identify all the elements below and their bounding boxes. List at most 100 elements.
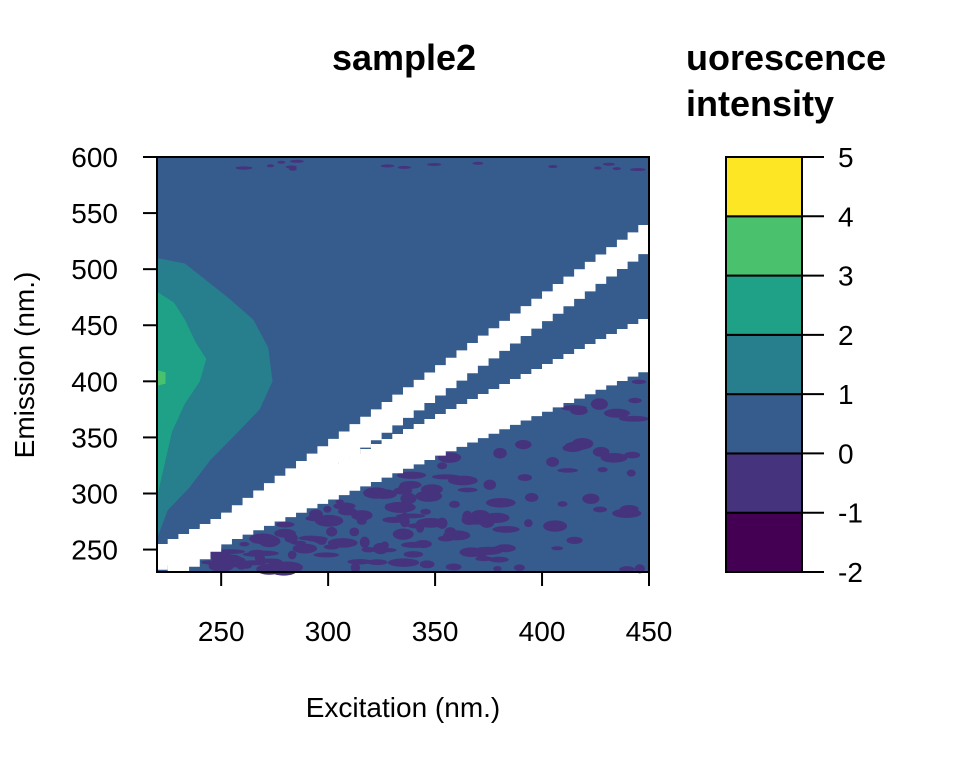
- contour-region-3-to-4: [157, 370, 166, 386]
- low-intensity-patch: [472, 161, 484, 165]
- y-tick-label: 350: [71, 422, 118, 453]
- low-intensity-patch: [335, 499, 344, 504]
- colorbar-tick-label: 0: [838, 438, 854, 469]
- x-tick-label: 450: [626, 616, 673, 647]
- low-intensity-patch: [564, 441, 589, 451]
- low-intensity-patch: [292, 543, 318, 554]
- low-intensity-patch: [420, 508, 431, 515]
- low-intensity-patch: [349, 527, 360, 537]
- low-intensity-patch: [445, 563, 462, 571]
- colorbar-swatch: [725, 215, 803, 277]
- low-intensity-patch: [624, 451, 641, 459]
- low-intensity-patch: [359, 536, 370, 548]
- scatter-bands: [157, 224, 649, 572]
- low-intensity-patch: [400, 512, 409, 523]
- x-tick-label: 350: [412, 616, 459, 647]
- colorbar-swatch: [725, 511, 803, 574]
- colorbar-tick-label: 3: [838, 261, 854, 292]
- low-intensity-patch: [612, 167, 621, 171]
- low-intensity-patch: [395, 513, 426, 519]
- low-intensity-patch: [492, 526, 520, 533]
- colorbar-swatch: [725, 333, 803, 396]
- low-intensity-patch: [420, 484, 443, 495]
- low-intensity-patch: [387, 558, 420, 567]
- colorbar-swatch: [725, 274, 803, 336]
- colorbar: uorescence intensity 5 4 3 2 1 0 -1 -2: [686, 37, 886, 588]
- low-intensity-patch: [600, 452, 628, 463]
- low-intensity-patch: [582, 493, 600, 504]
- low-intensity-patch: [396, 471, 427, 479]
- low-intensity-patch: [513, 564, 525, 571]
- colorbar-swatch: [725, 452, 803, 514]
- colorbar-tick-label: 2: [838, 320, 854, 351]
- low-intensity-patch: [442, 530, 471, 541]
- low-intensity-patch: [398, 484, 418, 490]
- low-intensity-patch: [314, 514, 344, 527]
- low-intensity-patch: [631, 379, 647, 385]
- y-tick-label: 400: [71, 366, 118, 397]
- low-intensity-patch: [603, 408, 630, 418]
- low-intensity-patch: [474, 516, 503, 521]
- x-tick-label: 400: [519, 616, 566, 647]
- y-tick-label: 250: [71, 535, 118, 566]
- low-intensity-patch: [385, 502, 412, 508]
- x-axis: 250 300 350 400 450: [198, 571, 673, 647]
- low-intensity-patch: [274, 528, 296, 538]
- y-tick-label: 550: [71, 198, 118, 229]
- low-intensity-patch: [551, 546, 564, 551]
- low-intensity-patch: [239, 541, 250, 547]
- low-intensity-patch: [493, 565, 502, 572]
- low-intensity-patch: [210, 562, 222, 569]
- low-intensity-patch: [235, 166, 253, 170]
- colorbar-swatch: [725, 156, 803, 218]
- low-intensity-patch: [590, 398, 608, 410]
- low-intensity-patch: [457, 487, 478, 493]
- low-intensity-patch: [427, 162, 442, 166]
- low-intensity-patch: [543, 520, 568, 532]
- low-intensity-patch: [351, 510, 373, 521]
- low-intensity-patch: [314, 538, 325, 544]
- low-intensity-patch: [210, 553, 236, 563]
- low-intensity-patch: [213, 549, 246, 555]
- x-axis-label: Excitation (nm.): [306, 692, 501, 723]
- low-intensity-patch: [524, 519, 533, 528]
- low-intensity-patch: [514, 439, 532, 450]
- low-intensity-patch: [288, 167, 297, 171]
- low-intensity-patch: [400, 492, 417, 505]
- colorbar-title-line-2: intensity: [686, 83, 834, 124]
- low-intensity-patch: [397, 165, 411, 169]
- low-intensity-patch: [266, 164, 275, 168]
- contour-region-2-to-3: [157, 291, 207, 500]
- x-tick-label: 250: [198, 616, 245, 647]
- low-intensity-patch: [326, 526, 338, 537]
- chart-title: sample2: [332, 37, 476, 78]
- colorbar-title-clip: uorescence intensity: [686, 37, 886, 124]
- low-intensity-patch: [472, 546, 503, 555]
- low-intensity-patch: [557, 468, 579, 473]
- low-intensity-patch: [287, 550, 297, 560]
- low-intensity-patch: [493, 447, 507, 459]
- low-intensity-patch: [403, 551, 424, 558]
- low-intensity-patch: [407, 523, 425, 529]
- low-intensity-patch: [629, 168, 646, 172]
- y-tick-label: 600: [71, 142, 118, 173]
- low-intensity-patch: [392, 528, 414, 540]
- low-intensity-patch: [548, 165, 558, 169]
- x-tick-label: 300: [305, 616, 352, 647]
- low-intensity-patch: [242, 552, 269, 557]
- y-tick-label: 500: [71, 254, 118, 285]
- y-axis: 250 300 350 400 450 500 550 600: [71, 142, 158, 566]
- colorbar-tick-label: -1: [838, 498, 863, 529]
- low-intensity-patch: [570, 406, 588, 416]
- low-intensity-patch: [517, 474, 533, 482]
- low-intensity-patch: [524, 492, 539, 502]
- low-intensity-patch: [436, 462, 448, 470]
- low-intensity-patch: [618, 415, 650, 422]
- low-intensity-patch: [275, 521, 295, 528]
- low-intensity-patch: [448, 500, 460, 508]
- low-intensity-patch: [380, 164, 395, 168]
- low-intensity-patch: [602, 162, 615, 166]
- low-intensity-patch: [488, 556, 509, 563]
- colorbar-swatches: [725, 156, 803, 574]
- scatter-band-second-order: [167, 224, 649, 572]
